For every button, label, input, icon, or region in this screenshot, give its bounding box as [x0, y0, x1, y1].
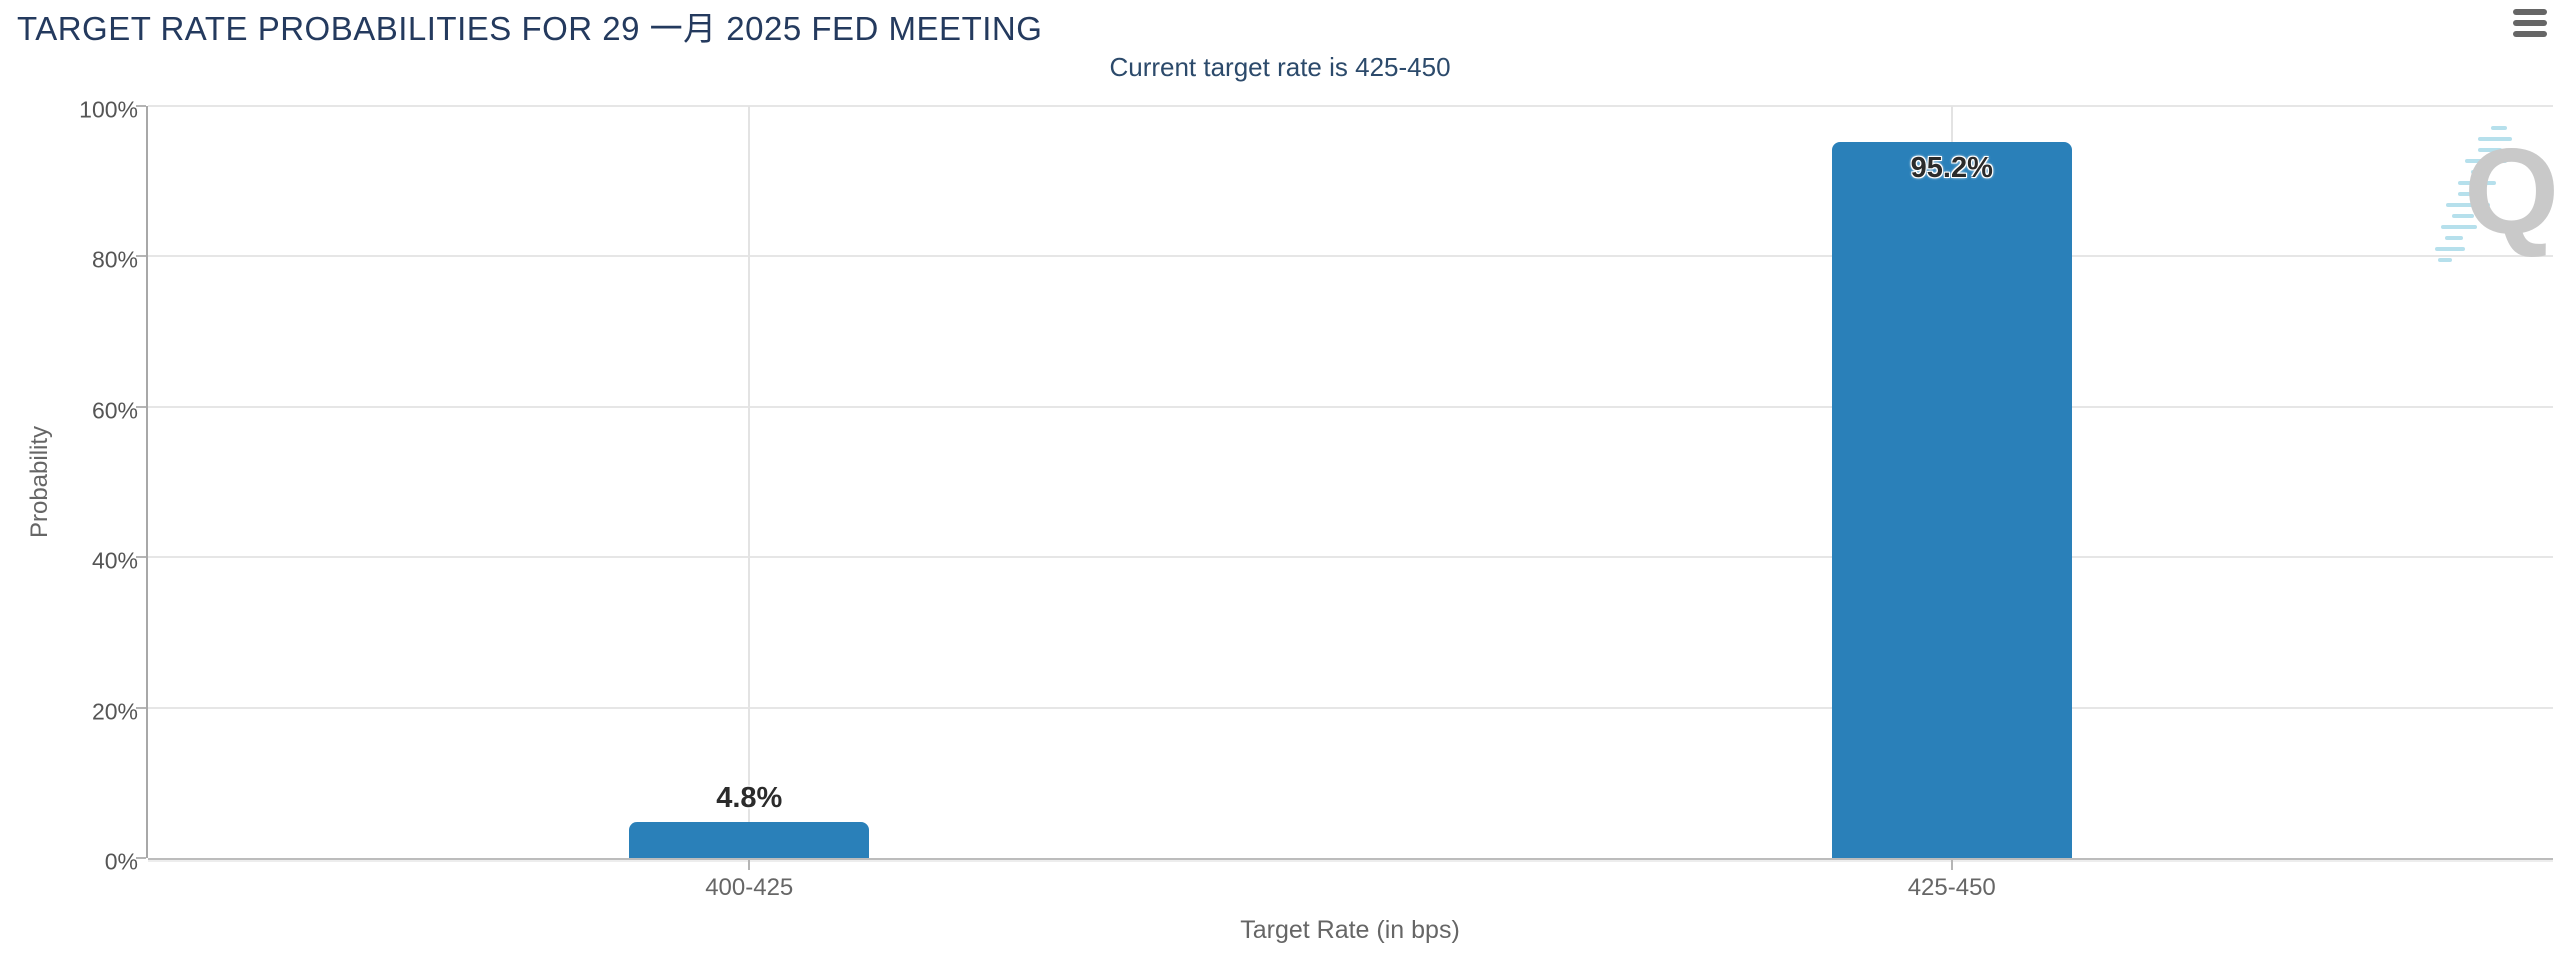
y-gridline	[148, 556, 2553, 559]
x-axis-tick-label: 425-450	[1907, 874, 1996, 901]
y-gridline	[148, 706, 2553, 709]
y-axis-tick-label: 0%	[104, 848, 138, 875]
y-axis-tick-label: 20%	[91, 698, 138, 725]
bar-400-425[interactable]	[629, 821, 870, 858]
y-axis-title: Probability	[26, 425, 53, 539]
hamburger-menu-icon[interactable]	[2513, 9, 2547, 37]
x-axis-tick-label: 400-425	[705, 874, 794, 901]
y-axis-tick-label: 60%	[91, 397, 138, 424]
chart-title: TARGET RATE PROBABILITIES FOR 29 一月 2025…	[17, 10, 1043, 47]
y-axis-tick-mark	[136, 405, 146, 408]
bar-value-label: 95.2%	[1910, 152, 1993, 185]
y-axis-tick-mark	[136, 255, 146, 258]
y-gridline	[148, 405, 2553, 408]
bar-value-label: 4.8%	[716, 781, 783, 814]
x-axis-title: Target Rate (in bps)	[1240, 916, 1460, 944]
y-axis-tick-mark	[136, 105, 146, 107]
hamburger-bar	[2513, 31, 2547, 37]
hamburger-bar	[2513, 20, 2547, 26]
plot-area: 0% 20% 40% 60% 80% 100% 4.8% 400-425 95.2% 425-45…	[79, 97, 2553, 901]
y-axis-tick-label: 40%	[91, 547, 138, 574]
y-axis-line	[146, 106, 148, 858]
x-axis-tick-mark	[1950, 860, 1953, 870]
y-axis-tick-mark	[136, 706, 146, 709]
y-gridline	[148, 105, 2553, 107]
x-axis-line	[148, 858, 2553, 860]
y-axis-tick-label: 80%	[91, 246, 138, 273]
chart-subtitle: Current target rate is 425-450	[1109, 52, 1451, 82]
y-axis-tick-mark	[136, 857, 146, 859]
x-gridline	[748, 106, 751, 858]
y-axis-tick-mark	[136, 556, 146, 559]
y-axis-tick-label: 100%	[79, 96, 138, 123]
hamburger-bar	[2513, 9, 2547, 15]
x-axis-tick-mark	[748, 860, 751, 870]
y-gridline	[148, 255, 2553, 258]
bar-425-450[interactable]	[1831, 142, 2072, 858]
